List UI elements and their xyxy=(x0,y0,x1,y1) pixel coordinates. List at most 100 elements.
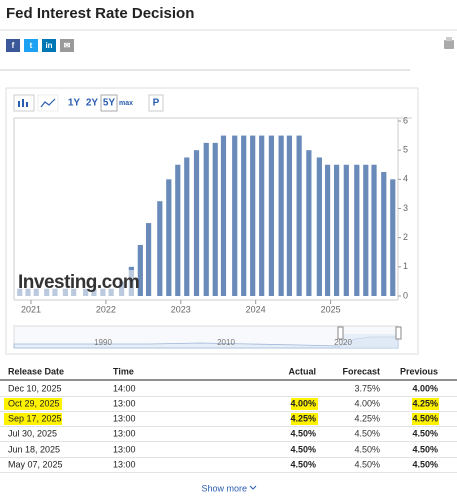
range-button-frame xyxy=(148,94,164,112)
share-label: ✉ xyxy=(64,41,71,50)
highlight xyxy=(412,398,439,410)
table-cell: 13:00 xyxy=(113,413,136,423)
navigator-label: 2020 xyxy=(334,338,352,347)
table-cell: 4.00% xyxy=(412,383,438,393)
navigator-selection[interactable] xyxy=(340,334,398,348)
bar xyxy=(157,201,163,296)
share-label: in xyxy=(45,41,52,50)
table-cell: Jul 30, 2025 xyxy=(8,428,57,438)
range-button-selected xyxy=(100,94,118,112)
y-tick-label: 6 xyxy=(403,115,408,125)
bar xyxy=(381,172,387,296)
range-button[interactable]: max xyxy=(119,100,133,107)
highlight xyxy=(4,398,62,410)
y-tick-label: 2 xyxy=(403,232,408,242)
y-tick-label: 1 xyxy=(403,261,408,271)
table-cell: 4.00% xyxy=(354,398,380,408)
table-cell: 4.50% xyxy=(354,428,380,438)
y-tick-label: 3 xyxy=(403,203,408,213)
bar xyxy=(278,135,284,296)
highlight xyxy=(4,413,62,425)
chart-type-buttons xyxy=(13,94,59,112)
y-tick-label: 5 xyxy=(403,145,408,155)
table-cell: 4.00% xyxy=(290,398,316,408)
table-cell: 4.50% xyxy=(354,459,380,469)
watermark: Investing.com xyxy=(18,272,139,293)
table-cell: May 07, 2025 xyxy=(8,459,63,469)
bar xyxy=(324,164,331,296)
navigator-handle[interactable] xyxy=(395,326,402,340)
chart-panel xyxy=(5,87,419,355)
column-header: Release Date xyxy=(8,366,64,376)
table-cell: 4.25% xyxy=(290,413,316,423)
table-cell: Dec 10, 2025 xyxy=(8,383,62,393)
bar xyxy=(363,164,369,296)
share-button[interactable] xyxy=(60,39,74,52)
share-label: f xyxy=(12,41,15,50)
bar xyxy=(343,164,349,296)
share-button[interactable] xyxy=(24,39,38,52)
table-cell: Oct 29, 2025 xyxy=(8,398,60,408)
x-tick-label: 2022 xyxy=(96,304,116,314)
table-cell: 4.50% xyxy=(412,459,438,469)
share-button[interactable] xyxy=(42,39,56,52)
y-tick-label: 0 xyxy=(403,290,408,300)
bar xyxy=(220,135,227,296)
line-chart-button[interactable] xyxy=(37,94,59,112)
highlight xyxy=(291,413,318,425)
table-cell: 4.50% xyxy=(412,444,438,454)
navigator-label: 2010 xyxy=(217,338,235,347)
table-cell: 13:00 xyxy=(113,444,136,454)
bar xyxy=(145,223,152,296)
table-cell: 13:00 xyxy=(113,428,136,438)
bar xyxy=(316,157,322,296)
range-button[interactable]: P xyxy=(153,98,160,109)
table-cell: Sep 17, 2025 xyxy=(8,413,62,423)
bar xyxy=(203,142,209,296)
bar xyxy=(212,142,218,296)
bar xyxy=(137,244,143,296)
x-tick-label: 2024 xyxy=(246,304,266,314)
x-tick-label: 2025 xyxy=(321,304,341,314)
bar xyxy=(166,179,172,296)
table-cell: 4.50% xyxy=(290,459,316,469)
show-more[interactable]: Show more xyxy=(201,483,247,493)
column-header: Forecast xyxy=(342,366,380,376)
table-cell: 13:00 xyxy=(113,459,136,469)
bar xyxy=(296,135,302,296)
show-more-chevron xyxy=(249,485,257,490)
highlight xyxy=(291,398,318,410)
watermark-backdrop xyxy=(16,270,136,296)
range-button[interactable]: 2Y xyxy=(86,98,99,109)
table-cell: 13:00 xyxy=(113,398,136,408)
bar xyxy=(241,135,247,296)
range-button[interactable]: 1Y xyxy=(68,98,81,109)
table-cell: 14:00 xyxy=(113,383,136,393)
bar xyxy=(184,157,190,296)
bar xyxy=(390,179,396,296)
navigator-handle[interactable] xyxy=(337,326,344,340)
column-header: Time xyxy=(113,366,134,376)
table-cell: Jun 18, 2025 xyxy=(8,444,60,454)
table-cell: 4.25% xyxy=(412,398,438,408)
column-header: Previous xyxy=(400,366,438,376)
bar xyxy=(306,150,312,296)
bar xyxy=(250,135,256,296)
table-cell: 4.50% xyxy=(290,444,316,454)
share-button[interactable] xyxy=(6,39,20,52)
table-cell: 4.50% xyxy=(354,444,380,454)
table-cell: 4.25% xyxy=(354,413,380,423)
y-tick-label: 4 xyxy=(403,174,408,184)
table-cell: 3.75% xyxy=(354,383,380,393)
table-cell: 4.50% xyxy=(412,428,438,438)
bar xyxy=(193,150,200,296)
navigator-label: 1990 xyxy=(94,338,112,347)
bar xyxy=(175,164,181,296)
table-cell: 4.50% xyxy=(412,413,438,423)
print-icon[interactable] xyxy=(444,37,454,49)
bar xyxy=(354,164,360,296)
bar xyxy=(268,135,275,296)
range-button[interactable]: 5Y xyxy=(103,98,116,109)
bar xyxy=(333,164,340,296)
